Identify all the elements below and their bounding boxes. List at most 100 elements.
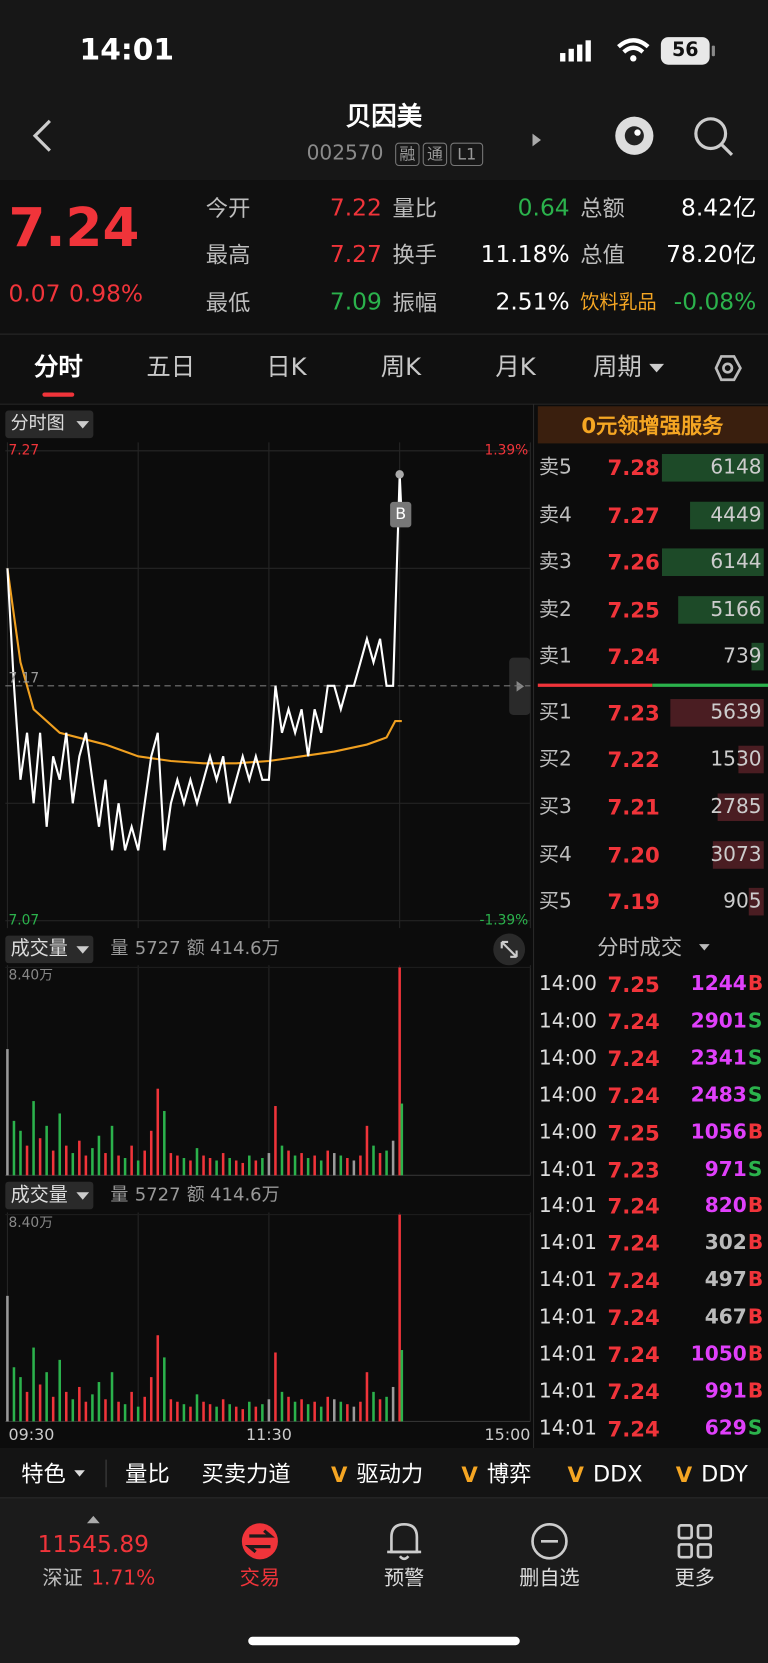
amount-value: 414.6万 (210, 938, 280, 960)
volume-bar (248, 1401, 251, 1422)
volume-bar (71, 1153, 75, 1176)
volume-bar (280, 1145, 284, 1176)
volume-bar (326, 1150, 330, 1176)
nav-item[interactable]: 删自选 (519, 1566, 580, 1590)
nav-item[interactable]: 预警 (383, 1566, 425, 1590)
dropdown-arrow[interactable] (76, 946, 90, 954)
trade-price: 7.24 (607, 1045, 660, 1072)
index-value[interactable]: 11545.89 (37, 1531, 150, 1559)
volume-bar (385, 1150, 388, 1176)
volume-bar (319, 1406, 323, 1422)
search-button[interactable] (694, 117, 734, 156)
volume-bar (32, 1101, 35, 1176)
volume-bar (169, 1153, 173, 1176)
stat-label: 量比 (392, 195, 438, 222)
volume-bar (300, 1153, 303, 1176)
tab[interactable]: 周期 (592, 353, 642, 382)
trade-side: B (747, 1305, 764, 1329)
chart-type[interactable]: 分时图 (10, 413, 65, 435)
stat-value: -0.08% (673, 289, 757, 317)
settings-button[interactable] (714, 355, 742, 382)
volume-bar (143, 1396, 146, 1422)
volume-bar (385, 1396, 388, 1422)
toolbar-item[interactable]: 特色 (21, 1461, 66, 1487)
volume-bar (261, 1404, 264, 1422)
mascot-icon[interactable] (615, 116, 654, 155)
volume-bar (143, 1150, 146, 1176)
dropdown-arrow[interactable] (699, 944, 710, 951)
next-arrow[interactable] (532, 133, 541, 147)
stat-value: 7.22 (329, 195, 382, 222)
dropdown-arrow[interactable] (76, 421, 90, 429)
volume-bar (58, 1113, 61, 1176)
volume-bar (45, 1372, 48, 1422)
promo-bg[interactable] (537, 406, 768, 444)
tab[interactable]: 周K (380, 353, 422, 382)
level-volume: 6148 (710, 455, 762, 479)
tab[interactable]: 五日 (146, 353, 196, 382)
chart-label-bg[interactable] (5, 1181, 94, 1210)
volume-bar (313, 1401, 316, 1422)
volume-bar (117, 1401, 120, 1422)
dropdown-arrow[interactable] (74, 1470, 85, 1477)
volume-bar (280, 1391, 284, 1422)
trade-side: B (747, 1379, 764, 1403)
battery-icon (660, 37, 710, 65)
tab[interactable]: 月K (495, 353, 536, 382)
settings-button[interactable] (722, 362, 734, 374)
level-volume: 2785 (710, 795, 762, 819)
volume-bar (391, 1140, 395, 1176)
promo-banner[interactable]: 0元领增强服务 (581, 412, 724, 439)
volume-bar (359, 1401, 362, 1422)
volume-bar (208, 1404, 212, 1422)
trade-time: 14:01 (538, 1231, 597, 1255)
dropdown-arrow[interactable] (76, 1192, 90, 1200)
nav-item[interactable]: 更多 (674, 1566, 715, 1590)
volume-bar (352, 1160, 356, 1176)
level-price: 7.20 (607, 842, 660, 868)
alert-icon[interactable] (387, 1523, 422, 1561)
more-icon[interactable] (677, 1524, 713, 1559)
y-tick-label: 7.17 (8, 670, 40, 687)
trades-title[interactable]: 分时成交 (597, 934, 683, 960)
back-button[interactable] (32, 119, 51, 152)
panel-title[interactable]: 成交量 (10, 1183, 68, 1207)
volume-bar (346, 1404, 349, 1422)
volume-bar (12, 1120, 16, 1176)
pct-tick-label: -1.39% (479, 912, 529, 929)
nav-item[interactable]: 交易 (239, 1566, 281, 1590)
remove-icon[interactable] (531, 1523, 568, 1560)
panel-handle[interactable] (516, 681, 525, 692)
trade-price: 7.24 (607, 1415, 660, 1442)
toolbar-item[interactable]: DDX (592, 1461, 643, 1487)
trade-side: S (747, 1083, 763, 1107)
amount-label: 额 (186, 938, 205, 960)
toolbar-item[interactable]: DDY (701, 1461, 748, 1487)
pct-tick-label: 1.39% (484, 442, 529, 459)
tab[interactable]: 分时 (33, 353, 83, 382)
toolbar-item[interactable]: 买卖力道 (201, 1461, 291, 1487)
trade-icon[interactable] (241, 1523, 278, 1560)
y-tick-label: 7.27 (8, 442, 40, 459)
volume-bar (19, 1377, 22, 1422)
panel-title[interactable]: 成交量 (10, 937, 68, 960)
nav-bg (0, 1497, 768, 1663)
expand-arrow[interactable] (86, 1515, 100, 1524)
tab[interactable]: 日K (266, 353, 307, 382)
volume-bar (352, 1406, 356, 1422)
depth-bar (712, 841, 764, 869)
chart-label-bg[interactable] (5, 935, 94, 964)
stat-label: 总值 (580, 242, 625, 268)
trade-marker-label: B (395, 504, 407, 524)
volume-bar (51, 1396, 55, 1422)
dropdown-arrow[interactable] (649, 363, 665, 373)
volume-bar (32, 1347, 35, 1422)
toolbar-item[interactable]: 量比 (125, 1461, 170, 1487)
trade-side: B (747, 1342, 764, 1366)
expand-button[interactable] (500, 940, 518, 958)
toolbar-item[interactable]: 博弈 (486, 1461, 532, 1487)
volume-bar (202, 1401, 205, 1422)
toolbar-item[interactable]: 驱动力 (356, 1461, 424, 1487)
chart-label-bg[interactable] (5, 410, 94, 439)
